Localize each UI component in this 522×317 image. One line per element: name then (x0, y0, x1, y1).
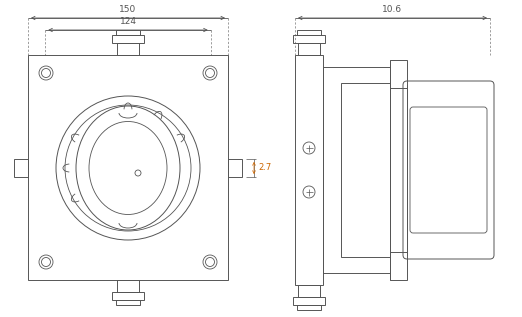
Bar (323, 67, 390, 273)
Bar (297, 30, 321, 35)
Bar (295, 55, 323, 285)
Bar (28, 55, 228, 280)
Bar (117, 280, 139, 292)
Bar (341, 83, 390, 257)
Bar (117, 43, 139, 55)
Bar (390, 60, 407, 280)
Text: 150: 150 (120, 5, 137, 14)
Bar (298, 43, 320, 55)
Bar (293, 297, 325, 305)
Bar (116, 300, 140, 305)
Bar (298, 285, 320, 297)
Text: 2.7: 2.7 (258, 164, 271, 172)
Bar (112, 35, 144, 43)
Bar (112, 292, 144, 300)
Bar (228, 159, 242, 177)
Bar (293, 35, 325, 43)
Text: 10.6: 10.6 (383, 5, 402, 14)
Bar (116, 30, 140, 35)
Bar (297, 305, 321, 310)
Bar (390, 88, 407, 252)
Bar (14, 159, 28, 177)
Text: 124: 124 (120, 17, 136, 26)
